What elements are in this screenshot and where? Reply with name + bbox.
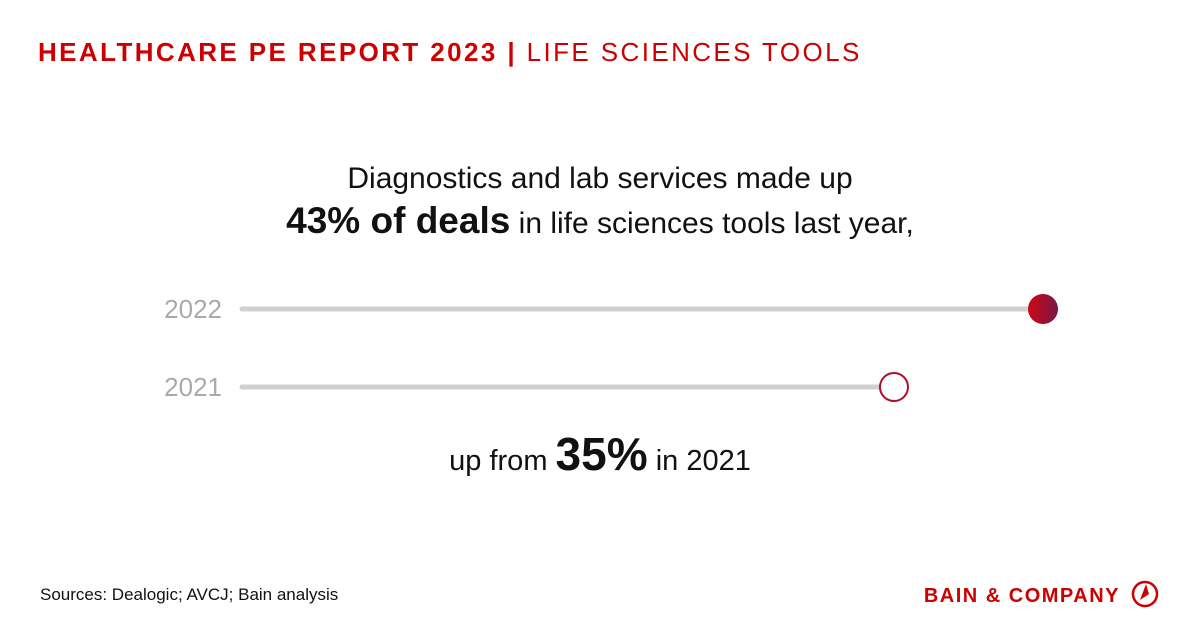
dot <box>1028 294 1058 324</box>
header: HEALTHCARE PE REPORT 2023 | LIFE SCIENCE… <box>38 37 862 67</box>
brand: BAIN & COMPANY <box>924 585 1120 607</box>
category-label: 2022 <box>164 294 222 324</box>
caption-before: up from <box>449 445 547 477</box>
headline-rest: in life sciences tools last year, <box>519 207 914 240</box>
caption: up from 35% in 2021 <box>449 428 751 480</box>
caption-emphasis: 35% <box>556 428 648 480</box>
caption-after: in 2021 <box>656 445 751 477</box>
brand-icon <box>1131 580 1159 608</box>
headline-line1: Diagnostics and lab services made up <box>347 162 852 195</box>
headline-line2: 43% of deals in life sciences tools last… <box>286 200 914 241</box>
dot <box>878 372 909 402</box>
header-separator: | <box>507 37 517 67</box>
sources: Sources: Dealogic; AVCJ; Bain analysis <box>40 585 338 604</box>
category-label: 2021 <box>164 372 222 402</box>
header-subtitle: LIFE SCIENCES TOOLS <box>527 37 862 67</box>
header-title: HEALTHCARE PE REPORT 2023 <box>38 37 498 67</box>
dot-chart: 2022 2021 <box>164 294 1058 402</box>
headline-emphasis: 43% of deals <box>286 200 510 241</box>
